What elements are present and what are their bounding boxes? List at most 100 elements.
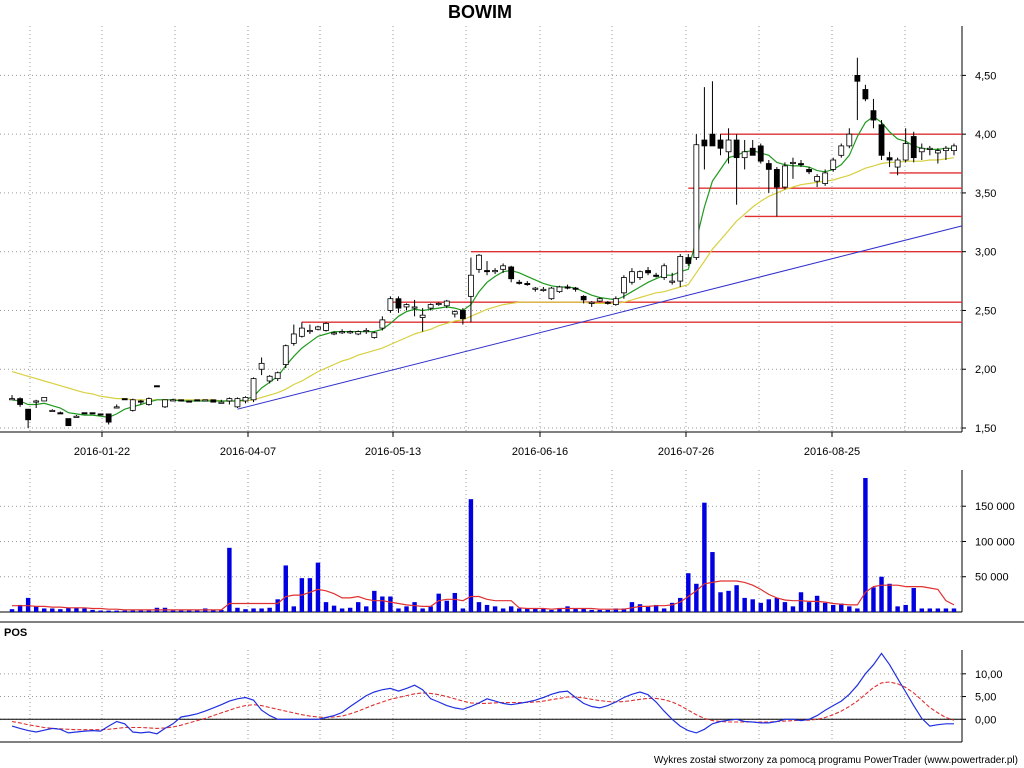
price-ytick-label: 2,50 bbox=[975, 305, 996, 317]
price-xtick-label: 2016-01-22 bbox=[74, 446, 130, 458]
volume-bar bbox=[774, 597, 780, 612]
volume-bar bbox=[170, 610, 176, 612]
candle-body bbox=[661, 265, 668, 278]
volume-bar bbox=[678, 597, 683, 612]
volume-bar bbox=[444, 600, 449, 612]
volume-bar bbox=[863, 478, 868, 612]
volume-bar bbox=[420, 608, 425, 612]
candle-body bbox=[331, 332, 337, 335]
candle-body bbox=[186, 400, 193, 403]
candle-body bbox=[307, 330, 313, 333]
candle-body bbox=[154, 385, 160, 388]
volume-bar bbox=[388, 596, 393, 612]
volume-bar bbox=[404, 606, 409, 612]
candle-body bbox=[17, 398, 23, 405]
candle-body bbox=[298, 327, 305, 337]
volume-bar bbox=[694, 583, 699, 612]
candle-body bbox=[733, 139, 740, 159]
volume-bar bbox=[613, 608, 619, 612]
volume-bar bbox=[726, 590, 731, 612]
candle-body bbox=[41, 397, 48, 402]
volume-bar bbox=[565, 606, 570, 612]
volume-bar bbox=[549, 609, 554, 612]
candle-body bbox=[419, 314, 426, 318]
volume-bar bbox=[734, 585, 739, 612]
candle-body bbox=[564, 286, 571, 289]
volume-bar bbox=[114, 610, 119, 612]
price-xtick-label: 2016-07-26 bbox=[658, 446, 714, 458]
candle-body bbox=[806, 169, 812, 173]
pos-ytick-label: 0,00 bbox=[975, 714, 996, 726]
candle-body bbox=[548, 287, 555, 300]
candle-body bbox=[854, 74, 861, 82]
candle-body bbox=[202, 399, 209, 402]
candle-body bbox=[902, 143, 909, 161]
candle-body bbox=[653, 274, 659, 277]
volume-bar bbox=[605, 609, 611, 612]
volume-bar bbox=[275, 599, 280, 612]
candle-body bbox=[822, 172, 829, 184]
candle-body bbox=[717, 139, 724, 149]
candle-body bbox=[355, 331, 362, 335]
volume-bar bbox=[927, 608, 933, 612]
candle-body bbox=[145, 398, 152, 405]
candle-body bbox=[685, 257, 692, 264]
volume-bar bbox=[138, 610, 144, 612]
volume-bar bbox=[895, 606, 900, 612]
volume-bar bbox=[589, 609, 594, 612]
price-xtick-label: 2016-06-16 bbox=[512, 446, 568, 458]
volume-bar bbox=[307, 578, 313, 612]
volume-bar bbox=[468, 499, 474, 612]
volume-bar bbox=[58, 609, 63, 612]
candle-body bbox=[113, 406, 120, 409]
volume-bar bbox=[879, 576, 884, 612]
volume-bar bbox=[686, 573, 691, 612]
volume-bar bbox=[637, 604, 643, 612]
volume-ma-line bbox=[12, 580, 955, 611]
volume-bar bbox=[380, 596, 385, 612]
candle-body bbox=[757, 145, 764, 162]
candle-body bbox=[846, 133, 853, 147]
candle-body bbox=[798, 163, 804, 166]
candle-body bbox=[411, 306, 418, 309]
volume-bar bbox=[339, 608, 345, 612]
volume-bar bbox=[42, 608, 47, 612]
price-ytick-label: 1,50 bbox=[975, 423, 996, 435]
candle-body bbox=[612, 298, 619, 305]
volume-bar bbox=[661, 608, 667, 612]
volume-bar bbox=[855, 608, 860, 612]
volume-ytick-label: 100 000 bbox=[975, 536, 1015, 548]
candle-body bbox=[765, 163, 772, 170]
candle-body bbox=[484, 270, 490, 273]
candle-body bbox=[572, 287, 579, 290]
volume-bar bbox=[17, 604, 23, 612]
candle-body bbox=[693, 144, 700, 258]
price-panel: 1,50 2,00 2,50 3,00 3,50 4,00 4,50 2016-01-22 20… bbox=[0, 26, 996, 458]
candle-body bbox=[73, 415, 80, 418]
pos-ytick-label: 10,00 bbox=[975, 669, 1003, 681]
volume-bar bbox=[460, 608, 466, 612]
volume-bar bbox=[291, 606, 297, 612]
volume-bar bbox=[629, 602, 635, 612]
candle-body bbox=[33, 400, 40, 403]
volume-bar bbox=[194, 610, 200, 612]
candle-body bbox=[451, 311, 458, 315]
volume-bar bbox=[50, 608, 55, 612]
candle-body bbox=[121, 398, 128, 401]
candle-body bbox=[918, 147, 925, 153]
volume-bar bbox=[315, 562, 321, 612]
candle-body bbox=[178, 399, 184, 402]
volume-bar bbox=[492, 606, 498, 612]
volume-bar bbox=[782, 602, 788, 612]
volume-bar bbox=[186, 610, 192, 612]
chart-title: BOWIM bbox=[448, 2, 512, 22]
candle-body bbox=[749, 147, 756, 156]
candle-body bbox=[926, 147, 933, 150]
volume-bar bbox=[484, 604, 490, 612]
volume-bar bbox=[597, 609, 602, 612]
candle-body bbox=[637, 271, 643, 278]
volume-bar bbox=[178, 610, 184, 612]
candle-body bbox=[604, 301, 611, 304]
volume-bar bbox=[525, 608, 530, 612]
